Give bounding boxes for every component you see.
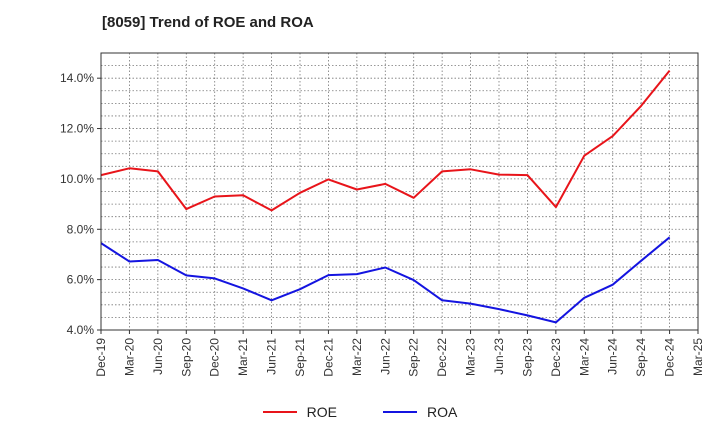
y-tick-label: 10.0% <box>60 172 94 186</box>
y-tick-label: 14.0% <box>60 71 94 85</box>
x-tick-label: Jun-22 <box>378 338 392 375</box>
x-tick-label: Mar-20 <box>122 338 136 376</box>
x-tick-label: Sep-21 <box>293 338 307 377</box>
x-tick-label: Mar-24 <box>577 338 591 376</box>
x-tick-label: Dec-24 <box>663 338 677 377</box>
series-line-roa <box>100 236 671 324</box>
x-tick-label: Mar-23 <box>464 338 478 376</box>
x-tick-label: Sep-22 <box>407 338 421 377</box>
plot-frame <box>100 52 699 331</box>
x-tick-label: Mar-22 <box>350 338 364 376</box>
y-tick-label: 12.0% <box>60 122 94 136</box>
x-tick-label: Mar-25 <box>691 338 705 376</box>
x-tick-label: Sep-24 <box>634 338 648 377</box>
legend-swatch-roa <box>383 411 417 413</box>
x-tick-label: Dec-22 <box>435 338 449 377</box>
series-line-roe <box>100 69 671 212</box>
y-tick-label: 6.0% <box>67 273 95 287</box>
x-tick-label: Dec-19 <box>94 338 108 377</box>
y-tick-label: 4.0% <box>67 323 95 337</box>
x-tick-label: Jun-23 <box>492 338 506 375</box>
x-tick-label: Sep-23 <box>520 338 534 377</box>
legend-swatch-roe <box>262 411 297 413</box>
x-tick-label: Mar-21 <box>236 338 250 376</box>
axis-layer: 4.0% 6.0% 8.0% 10.0% 12.0% 14.0% Dec-19 Mar-20 J… <box>60 52 705 377</box>
legend-item-roa: ROA <box>383 404 457 420</box>
chart-title: [8059] Trend of ROE and ROA <box>102 14 314 31</box>
legend-label-roa: ROA <box>427 404 458 420</box>
x-tick-label: Dec-20 <box>208 338 222 377</box>
legend: ROE ROA <box>0 404 720 420</box>
y-tick-label: 8.0% <box>67 222 95 236</box>
x-tick-label: Jun-24 <box>606 338 620 375</box>
x-tick-label: Jun-20 <box>151 338 165 375</box>
x-tick-label: Jun-21 <box>265 338 279 375</box>
x-tick-label: Dec-23 <box>549 338 563 377</box>
x-tick-label: Sep-20 <box>179 338 193 377</box>
legend-label-roe: ROE <box>306 404 337 420</box>
legend-item-roe: ROE <box>262 404 337 420</box>
series-layer <box>100 69 671 324</box>
x-tick-label: Dec-21 <box>321 338 335 377</box>
